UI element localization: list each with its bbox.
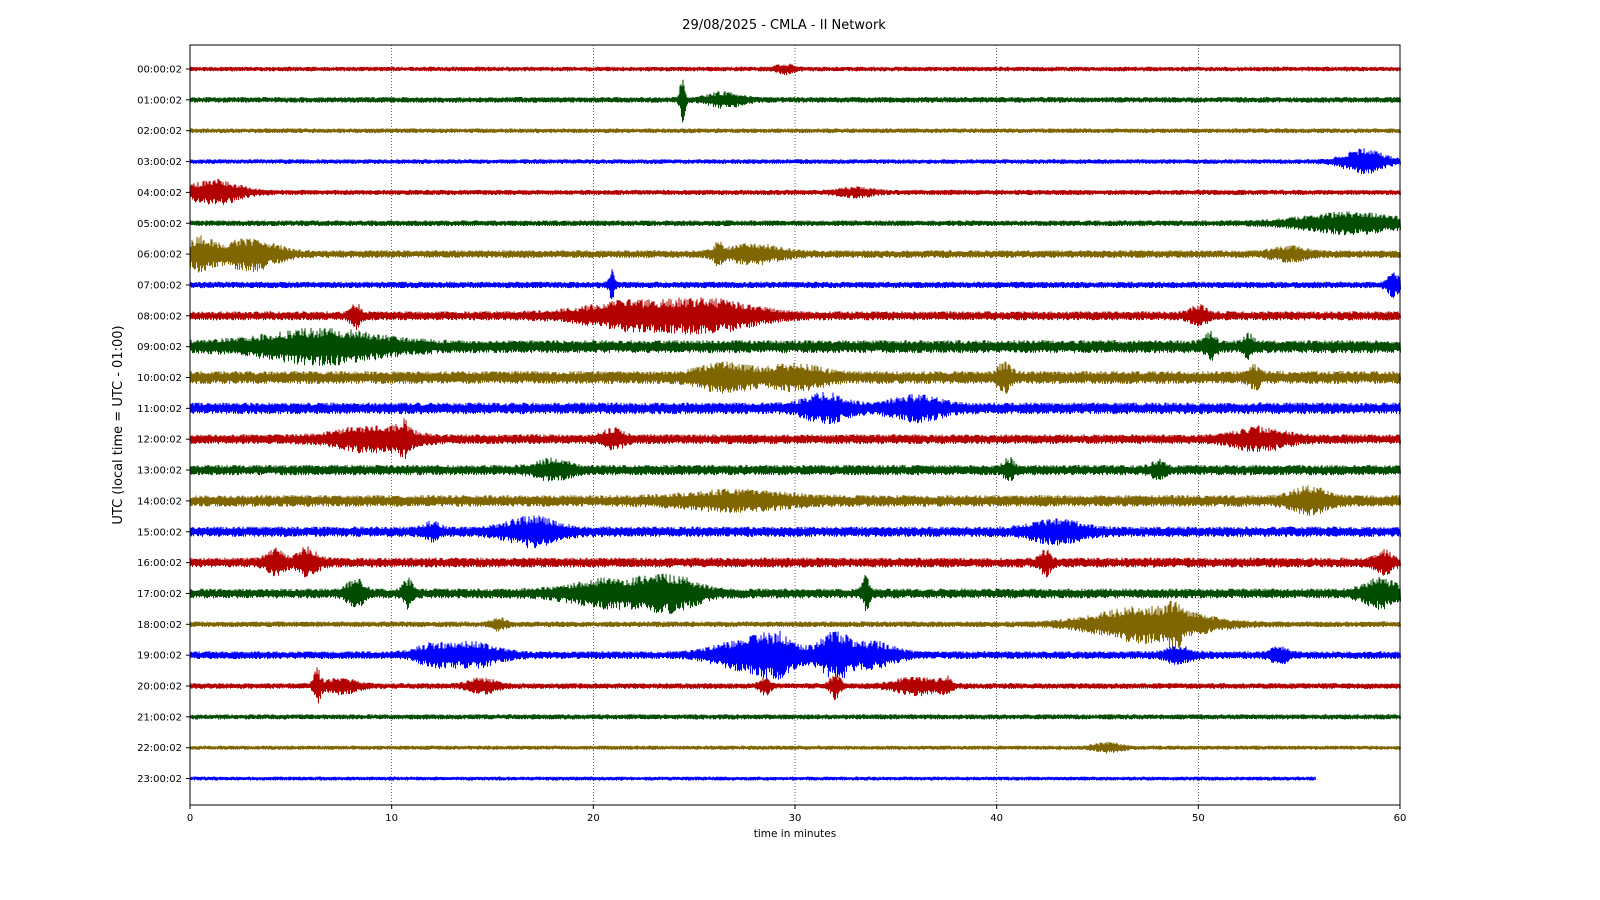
x-tick-label-50: 50 <box>1192 813 1205 824</box>
y-tick-label-0: 00:00:02 <box>137 65 182 76</box>
trace-05:00:02 <box>189 211 1401 236</box>
y-tick-label-2: 02:00:02 <box>137 126 182 137</box>
x-tick-label-40: 40 <box>990 813 1003 824</box>
y-tick-labels: 00:00:02 01:00:02 02:00:02 03:00:02 04:00:02… <box>137 65 190 785</box>
y-tick-label-21: 21:00:02 <box>137 712 182 723</box>
x-tick-labels: 0 10 20 30 40 50 60 <box>187 805 1407 824</box>
y-tick-label-17: 17:00:02 <box>137 589 182 600</box>
y-tick-label-23: 23:00:02 <box>137 774 182 785</box>
trace-16:00:02 <box>189 546 1401 578</box>
x-tick-label-0: 0 <box>187 813 193 824</box>
y-tick-label-16: 16:00:02 <box>137 558 182 569</box>
trace-20:00:02 <box>189 667 1401 704</box>
y-tick-label-11: 11:00:02 <box>137 404 182 415</box>
y-tick-label-4: 04:00:02 <box>137 188 182 199</box>
trace-08:00:02 <box>189 297 1401 335</box>
y-tick-label-12: 12:00:02 <box>137 435 182 446</box>
y-tick-label-8: 08:00:02 <box>137 311 182 322</box>
y-tick-label-19: 19:00:02 <box>137 651 182 662</box>
x-tick-label-10: 10 <box>385 813 398 824</box>
y-tick-label-13: 13:00:02 <box>137 466 182 477</box>
trace-06:00:02 <box>189 235 1401 273</box>
y-axis-label: UTC (local time = UTC - 01:00) <box>111 325 126 524</box>
trace-09:00:02 <box>189 327 1401 366</box>
trace-04:00:02 <box>189 178 1401 205</box>
y-tick-label-10: 10:00:02 <box>137 373 182 384</box>
trace-12:00:02 <box>189 418 1401 459</box>
y-tick-label-15: 15:00:02 <box>137 527 182 538</box>
trace-21:00:02 <box>189 714 1401 720</box>
y-tick-label-9: 09:00:02 <box>137 342 182 353</box>
y-tick-label-22: 22:00:02 <box>137 743 182 754</box>
trace-22:00:02 <box>189 741 1401 754</box>
trace-07:00:02 <box>189 269 1401 299</box>
y-tick-label-7: 07:00:02 <box>137 280 182 291</box>
trace-01:00:02 <box>189 79 1401 123</box>
trace-13:00:02 <box>189 456 1401 482</box>
traces <box>189 63 1401 782</box>
x-tick-label-60: 60 <box>1394 813 1407 824</box>
x-tick-label-20: 20 <box>587 813 600 824</box>
y-tick-label-18: 18:00:02 <box>137 620 182 631</box>
y-tick-label-20: 20:00:02 <box>137 682 182 693</box>
trace-15:00:02 <box>189 515 1401 549</box>
trace-10:00:02 <box>189 361 1401 394</box>
y-tick-label-5: 05:00:02 <box>137 219 182 230</box>
trace-03:00:02 <box>189 148 1401 175</box>
trace-00:00:02 <box>189 63 1401 76</box>
trace-18:00:02 <box>189 600 1401 650</box>
grid-lines <box>391 45 1199 805</box>
x-tick-label-30: 30 <box>789 813 802 824</box>
y-tick-label-6: 06:00:02 <box>137 250 182 261</box>
y-tick-label-1: 01:00:02 <box>137 95 182 106</box>
chart-title: 29/08/2025 - CMLA - II Network <box>682 18 886 33</box>
y-tick-label-14: 14:00:02 <box>137 496 182 507</box>
trace-23:00:02 <box>189 775 1316 782</box>
trace-17:00:02 <box>189 573 1401 615</box>
x-axis-label: time in minutes <box>754 828 836 840</box>
trace-14:00:02 <box>189 485 1401 516</box>
y-tick-label-3: 03:00:02 <box>137 157 182 168</box>
trace-02:00:02 <box>189 128 1401 134</box>
trace-11:00:02 <box>189 391 1401 425</box>
trace-19:00:02 <box>189 630 1401 680</box>
